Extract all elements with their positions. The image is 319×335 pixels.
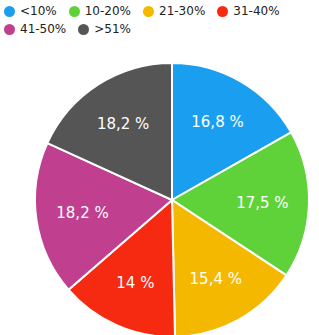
svg-text:14 %: 14 %	[116, 274, 154, 292]
svg-text:16,8 %: 16,8 %	[191, 113, 243, 131]
svg-text:15,4 %: 15,4 %	[190, 270, 242, 288]
html-text:10-20%: 10-20%	[84, 4, 131, 18]
svg-text:18,2 %: 18,2 %	[97, 115, 149, 133]
html-text:31-40%: 31-40%	[233, 4, 280, 18]
html-text:>51%: >51%	[94, 22, 131, 36]
html-text:21-30%: 21-30%	[159, 4, 206, 18]
html-text:<10%: <10%	[20, 4, 57, 18]
svg-text:17,5 %: 17,5 %	[236, 194, 288, 212]
svg-text:18,2 %: 18,2 %	[56, 204, 108, 222]
html-text:41-50%: 41-50%	[20, 22, 67, 36]
